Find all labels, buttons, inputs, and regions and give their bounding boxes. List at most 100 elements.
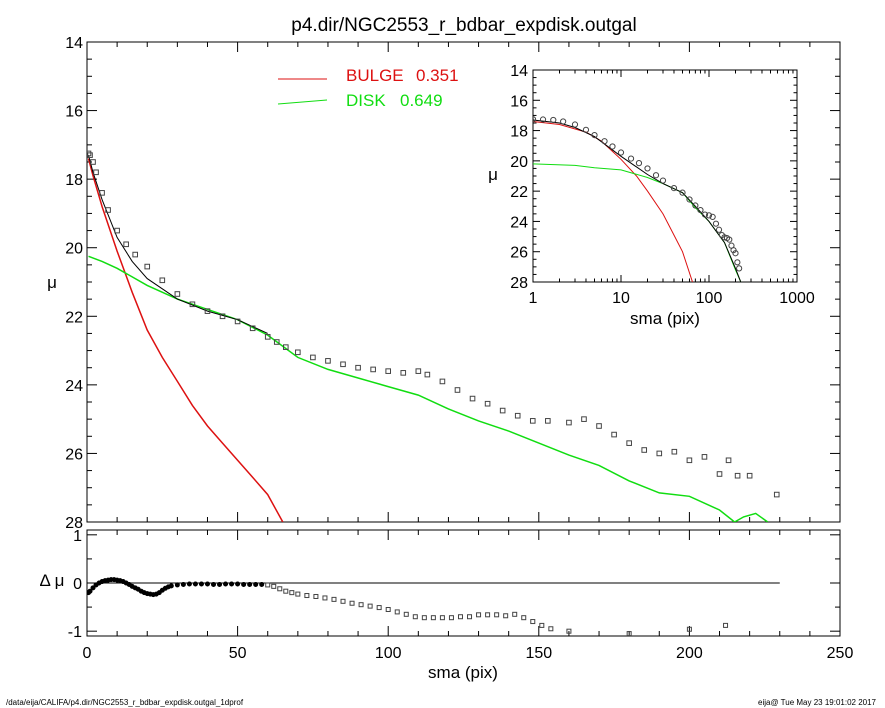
main-data-point xyxy=(370,366,376,373)
inset-y-tick-label: 14 xyxy=(510,63,528,80)
main-data-point xyxy=(499,407,506,414)
main-model-line xyxy=(88,154,268,334)
residual-point xyxy=(566,628,572,634)
main-data-point xyxy=(340,361,346,368)
residual-point xyxy=(485,612,491,618)
main-data-point xyxy=(716,471,723,477)
residual-point xyxy=(277,586,283,592)
residual-y-tick-label: 1 xyxy=(73,528,82,545)
residual-point xyxy=(521,615,527,621)
main-y-tick-labels: 14 16 18 20 22 24 26 28 xyxy=(65,35,83,532)
x-tick-label: 250 xyxy=(827,645,854,662)
residual-point xyxy=(503,613,509,619)
residual-point xyxy=(174,582,180,588)
main-data-point xyxy=(626,440,632,446)
residual-point xyxy=(235,581,241,587)
residual-point xyxy=(376,605,382,611)
x-tick-label: 50 xyxy=(229,645,247,662)
inset-log-panel: 14 16 18 20 22 24 26 281 10 100 1000 μ sma (pix) xyxy=(488,63,815,328)
residual-point xyxy=(548,626,554,632)
x-tick-label: 0 xyxy=(83,645,92,662)
residual-point xyxy=(358,602,364,608)
inset-y-tick-label: 20 xyxy=(510,154,528,171)
inset-data-point xyxy=(709,213,716,220)
legend-bulge-label: BULGE xyxy=(346,66,404,85)
residual-point xyxy=(421,615,427,621)
main-data-point xyxy=(656,450,663,457)
main-data-point xyxy=(385,368,391,374)
residual-point xyxy=(295,591,301,597)
main-data-point xyxy=(144,263,151,270)
main-data-point xyxy=(87,150,92,157)
legend: BULGE 0.351 DISK 0.649 xyxy=(277,66,459,110)
residual-series-group xyxy=(87,577,780,636)
residual-point xyxy=(539,622,545,628)
residual-point xyxy=(367,603,373,609)
inset-x-tick-label: 1 xyxy=(529,290,538,307)
residual-point xyxy=(412,614,418,620)
residual-point xyxy=(626,631,632,636)
inset-x-tick-label: 1000 xyxy=(779,290,815,307)
inset-data-point xyxy=(726,236,733,243)
residual-y-tick-label: -1 xyxy=(68,624,82,641)
inset-y-tick-label: 28 xyxy=(510,275,528,292)
main-data-point xyxy=(219,313,226,320)
inset-x-tick-label: 100 xyxy=(696,290,723,307)
inset-data-point xyxy=(644,165,651,172)
main-y-axis-label: μ xyxy=(47,273,57,292)
inset-y-tick-label: 18 xyxy=(510,124,528,141)
inset-data-point xyxy=(659,177,667,184)
inset-data-point xyxy=(679,189,686,196)
residual-y-axis-label: Δ μ xyxy=(40,571,65,590)
main-bulge-line xyxy=(87,158,284,522)
main-data-point xyxy=(325,358,331,364)
residual-point xyxy=(313,593,319,599)
inset-data-point xyxy=(697,206,704,214)
inset-y-axis-label: μ xyxy=(488,165,498,184)
main-data-point xyxy=(264,334,271,340)
main-y-tick-label: 16 xyxy=(65,104,83,121)
residual-point xyxy=(271,583,277,589)
inset-data-point xyxy=(571,121,579,128)
inset-y-tick-label: 24 xyxy=(510,214,528,231)
residual-point xyxy=(289,590,295,596)
main-data-point xyxy=(282,344,289,350)
inset-data-point xyxy=(582,126,590,133)
chart-title: p4.dir/NGC2553_r_bdbar_expdisk.outgal xyxy=(291,15,636,36)
inset-data-point xyxy=(591,132,598,139)
inset-data-point xyxy=(652,172,660,179)
main-data-point xyxy=(424,371,431,378)
residual-point xyxy=(439,615,445,621)
residual-point xyxy=(512,611,518,617)
inset-data-point xyxy=(635,160,643,167)
residual-point xyxy=(430,615,436,621)
main-axis-ticks xyxy=(86,41,841,523)
main-data-point xyxy=(105,207,111,213)
main-data-point xyxy=(415,368,422,374)
residual-point xyxy=(476,612,482,618)
main-data-point xyxy=(400,370,407,376)
residual-y-tick-label: 0 xyxy=(73,576,82,593)
inset-data-point xyxy=(533,116,537,123)
main-data-point xyxy=(189,301,196,308)
inset-axis-ticks: 14 16 18 20 22 24 26 281 10 100 1000 xyxy=(510,63,815,307)
inset-bulge-line xyxy=(533,121,693,282)
residual-point xyxy=(467,614,473,620)
legend-disk-label: DISK xyxy=(346,91,386,110)
inset-y-tick-label: 16 xyxy=(510,93,528,110)
main-data-point xyxy=(671,448,678,455)
residual-point xyxy=(192,581,198,587)
inset-data-point xyxy=(609,143,616,150)
inset-plot-frame xyxy=(532,69,798,283)
inset-data-point xyxy=(539,116,547,123)
legend-disk-swatch xyxy=(277,99,328,105)
main-data-point xyxy=(87,152,93,158)
main-data-point xyxy=(596,423,602,429)
main-y-tick-label: 28 xyxy=(65,515,83,532)
main-data-point xyxy=(454,387,461,393)
main-disk-line xyxy=(88,255,769,522)
residual-point xyxy=(331,596,337,602)
residual-point xyxy=(87,588,93,594)
main-data-point xyxy=(132,251,138,258)
main-data-point xyxy=(686,457,693,464)
